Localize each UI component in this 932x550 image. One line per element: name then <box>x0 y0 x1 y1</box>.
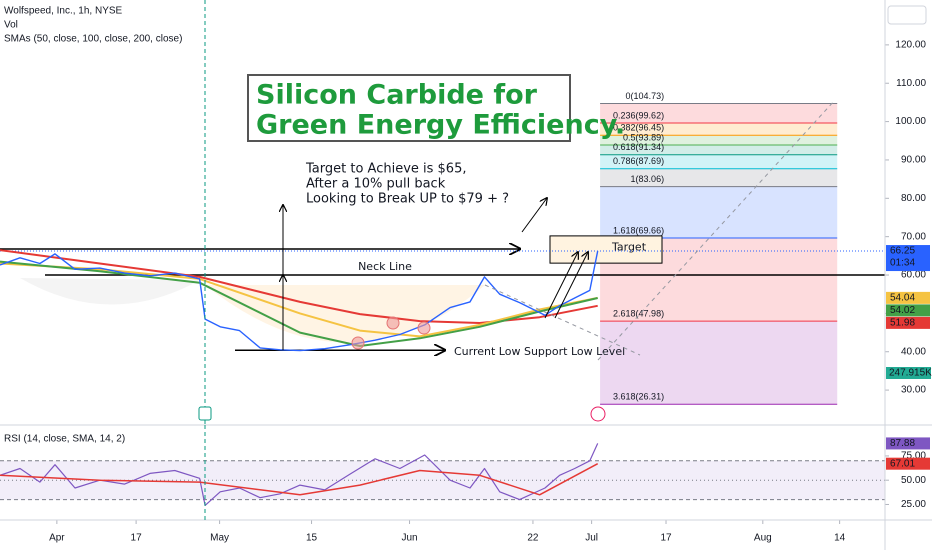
y-tick-label: 120.00 <box>895 40 926 51</box>
neck-line-label: Neck Line <box>358 260 412 273</box>
rsi-pane <box>0 443 885 506</box>
x-tick-label: Apr <box>49 533 65 544</box>
price-tag-label: 54.04 <box>890 293 915 304</box>
price-tag <box>886 245 930 272</box>
vol-label: Vol <box>4 20 18 31</box>
y-tick-label: 100.00 <box>895 116 926 127</box>
y-tick-label: 70.00 <box>901 231 926 242</box>
price-tag <box>886 304 930 317</box>
series-line <box>0 249 598 324</box>
fib-band <box>600 168 838 187</box>
fib-band <box>600 154 838 169</box>
rsi-label: RSI (14, close, SMA, 14, 2) <box>4 434 125 445</box>
y-tick-label: 30.00 <box>901 385 926 396</box>
fib-band <box>600 145 838 155</box>
x-tick-label: 22 <box>527 533 539 544</box>
currency-button[interactable] <box>887 5 927 25</box>
fib-band <box>600 135 838 146</box>
fib-band <box>600 123 838 136</box>
rsi-y-tick-label: 75.00 <box>901 451 926 462</box>
series-line <box>0 250 599 352</box>
x-tick-label: 14 <box>834 533 846 544</box>
fib-label: 0.5(93.89) <box>623 132 664 142</box>
x-tick-label: 17 <box>660 533 672 544</box>
fib-label: 1.618(69.66) <box>613 225 664 235</box>
axes: 30.00 40.00 50.00 60.00 70.00 80.00 90.00 100.0… <box>49 40 932 544</box>
fib-label: 0.618(91.34) <box>613 142 664 152</box>
support-label: Current Low Support Low Level <box>454 345 625 358</box>
fib-band <box>600 186 838 238</box>
fib-label: 0.786(87.69) <box>613 156 664 166</box>
cross-marker <box>386 316 400 330</box>
rsi-tag-label: 87.88 <box>890 438 915 449</box>
rsi-tag-label: 67.01 <box>890 458 915 469</box>
main-pane: 0(104.73) 0.236(99.62) 0.382(96.45)0.5(93.… <box>0 91 885 405</box>
headline: Silicon Carbide for <box>256 80 538 111</box>
price-tag-label: 66.25 <box>890 246 915 257</box>
rsi-y-tick-label: 50.00 <box>901 475 926 486</box>
price-tag-label: 51.98 <box>890 318 915 329</box>
y-tick-label: 80.00 <box>901 193 926 204</box>
fib-label: 0.236(99.62) <box>613 110 664 120</box>
rise-arrow <box>554 252 588 319</box>
x-tick-label: Jul <box>585 533 598 544</box>
series-line <box>0 463 599 496</box>
rsi-tag <box>886 437 930 450</box>
price-tag <box>886 291 930 304</box>
volume-tag-label: 247.915K <box>889 368 932 379</box>
fib-band <box>600 321 838 405</box>
x-tick-label: May <box>210 533 229 544</box>
countdown: 01:34 <box>890 258 915 269</box>
y-tick-label: 110.00 <box>896 78 926 89</box>
series-line <box>0 262 598 338</box>
volume-tag <box>886 367 931 379</box>
price-tag-label: 54.02 <box>890 305 915 316</box>
earnings-icon[interactable] <box>198 406 212 421</box>
projection-line <box>597 99 836 361</box>
note: After a 10% pull back <box>306 177 446 192</box>
rise-arrow <box>544 252 578 319</box>
fib-label: 0.382(96.45) <box>613 123 664 133</box>
headline-box <box>247 74 571 142</box>
fib-label: 3.618(26.31) <box>613 392 664 402</box>
target-box <box>549 235 663 264</box>
x-tick-label: 17 <box>131 533 143 544</box>
rsi-band <box>0 460 885 500</box>
fib-band <box>600 103 838 124</box>
note: Target to Achieve is $65, <box>305 162 466 177</box>
headline: Green Energy Efficiency. <box>256 110 625 141</box>
rsi-tag <box>886 457 930 470</box>
x-tick-label: Jun <box>401 533 417 544</box>
y-tick-label: 40.00 <box>901 346 926 357</box>
cross-marker <box>351 336 365 350</box>
y-tick-label: 90.00 <box>901 155 926 166</box>
fib-label: 1(83.06) <box>631 174 665 184</box>
breakout-arrow <box>521 198 547 233</box>
fib-label: 0(104.73) <box>626 91 665 101</box>
cross-marker <box>417 321 431 335</box>
x-tick-label: 15 <box>306 533 318 544</box>
rsi-y-tick-label: 25.00 <box>901 499 926 510</box>
target-label: Target <box>611 241 647 254</box>
event-icon[interactable] <box>590 406 606 422</box>
price-tag <box>886 316 930 329</box>
symbol: Wolfspeed, Inc., 1h, NYSE <box>4 6 123 17</box>
sma-label: SMAs (50, close, 100, close, 200, close) <box>4 34 182 45</box>
note: Looking to Break UP to $79 + ? <box>306 192 509 207</box>
x-tick-label: Aug <box>754 533 772 544</box>
y-tick-label: 60.00 <box>901 270 926 281</box>
fib-label: 2.618(47.98) <box>613 309 664 319</box>
pattern-fill <box>20 278 200 305</box>
